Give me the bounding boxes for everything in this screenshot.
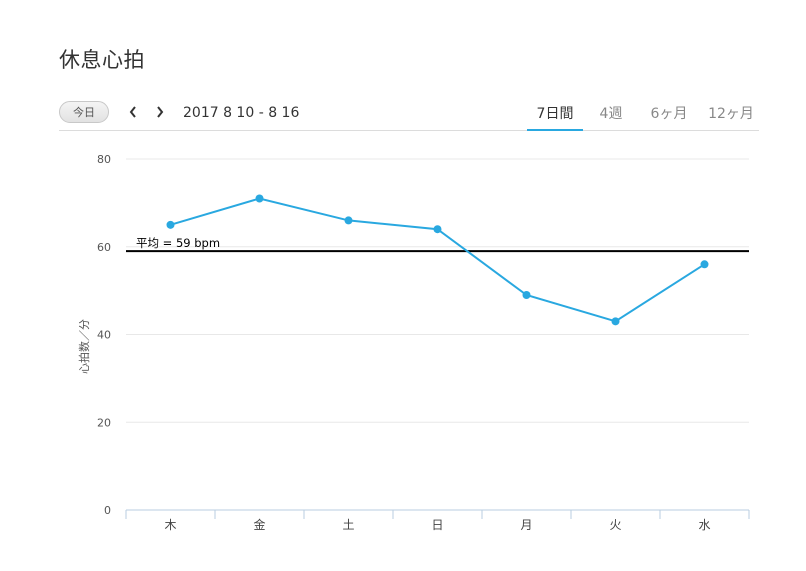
y-tick-label: 40: [97, 329, 111, 342]
data-point[interactable]: [166, 220, 175, 229]
y-tick-label: 60: [97, 241, 111, 254]
resting-heart-rate-chart: 0 20 40 60 80 心拍数／分木 金 土 日 月 火 水 平均 = 59 bpm: [0, 140, 806, 540]
tab-7-days[interactable]: 7日間: [527, 98, 583, 131]
tab-6-months[interactable]: 6ヶ月: [650, 106, 688, 122]
data-point[interactable]: [344, 216, 353, 225]
x-tick-label: 土: [342, 518, 354, 532]
today-button[interactable]: 今日: [59, 101, 109, 123]
data-point[interactable]: [255, 194, 264, 203]
tab-12-months[interactable]: 12ヶ月: [708, 106, 754, 122]
y-axis-label: 心拍数／分: [77, 319, 91, 374]
data-point[interactable]: [611, 317, 620, 326]
y-tick-label: 80: [97, 153, 111, 166]
data-point[interactable]: [522, 291, 531, 300]
x-tick-label: 金: [253, 517, 265, 532]
date-range: 2017 8 10 - 8 16: [183, 105, 300, 121]
page-title: 休息心拍: [59, 48, 145, 72]
x-tick-label: 火: [609, 518, 621, 532]
x-tick-label: 日: [431, 518, 443, 532]
x-tick-label: 木: [164, 518, 176, 532]
average-label: 平均 = 59 bpm: [136, 236, 220, 250]
series-line: [170, 197, 706, 323]
data-point[interactable]: [433, 225, 442, 234]
tab-4-weeks[interactable]: 4週: [599, 106, 623, 122]
data-point[interactable]: [700, 260, 709, 269]
toolbar: 今日 2017 8 10 - 8 16 7日間 4週 6ヶ月 12ヶ月: [59, 98, 759, 131]
range-tabs: 7日間 4週 6ヶ月 12ヶ月: [527, 98, 759, 131]
y-tick-label: 20: [97, 416, 111, 429]
x-tick-label: 月: [520, 518, 532, 532]
y-tick-label: 0: [104, 504, 111, 517]
chevron-left-icon[interactable]: [125, 101, 141, 123]
x-tick-label: 水: [698, 518, 710, 532]
chart-svg: 0 20 40 60 80 心拍数／分木 金 土 日 月 火 水 平均 = 59 bpm: [77, 153, 750, 532]
chevron-right-icon[interactable]: [152, 101, 168, 123]
